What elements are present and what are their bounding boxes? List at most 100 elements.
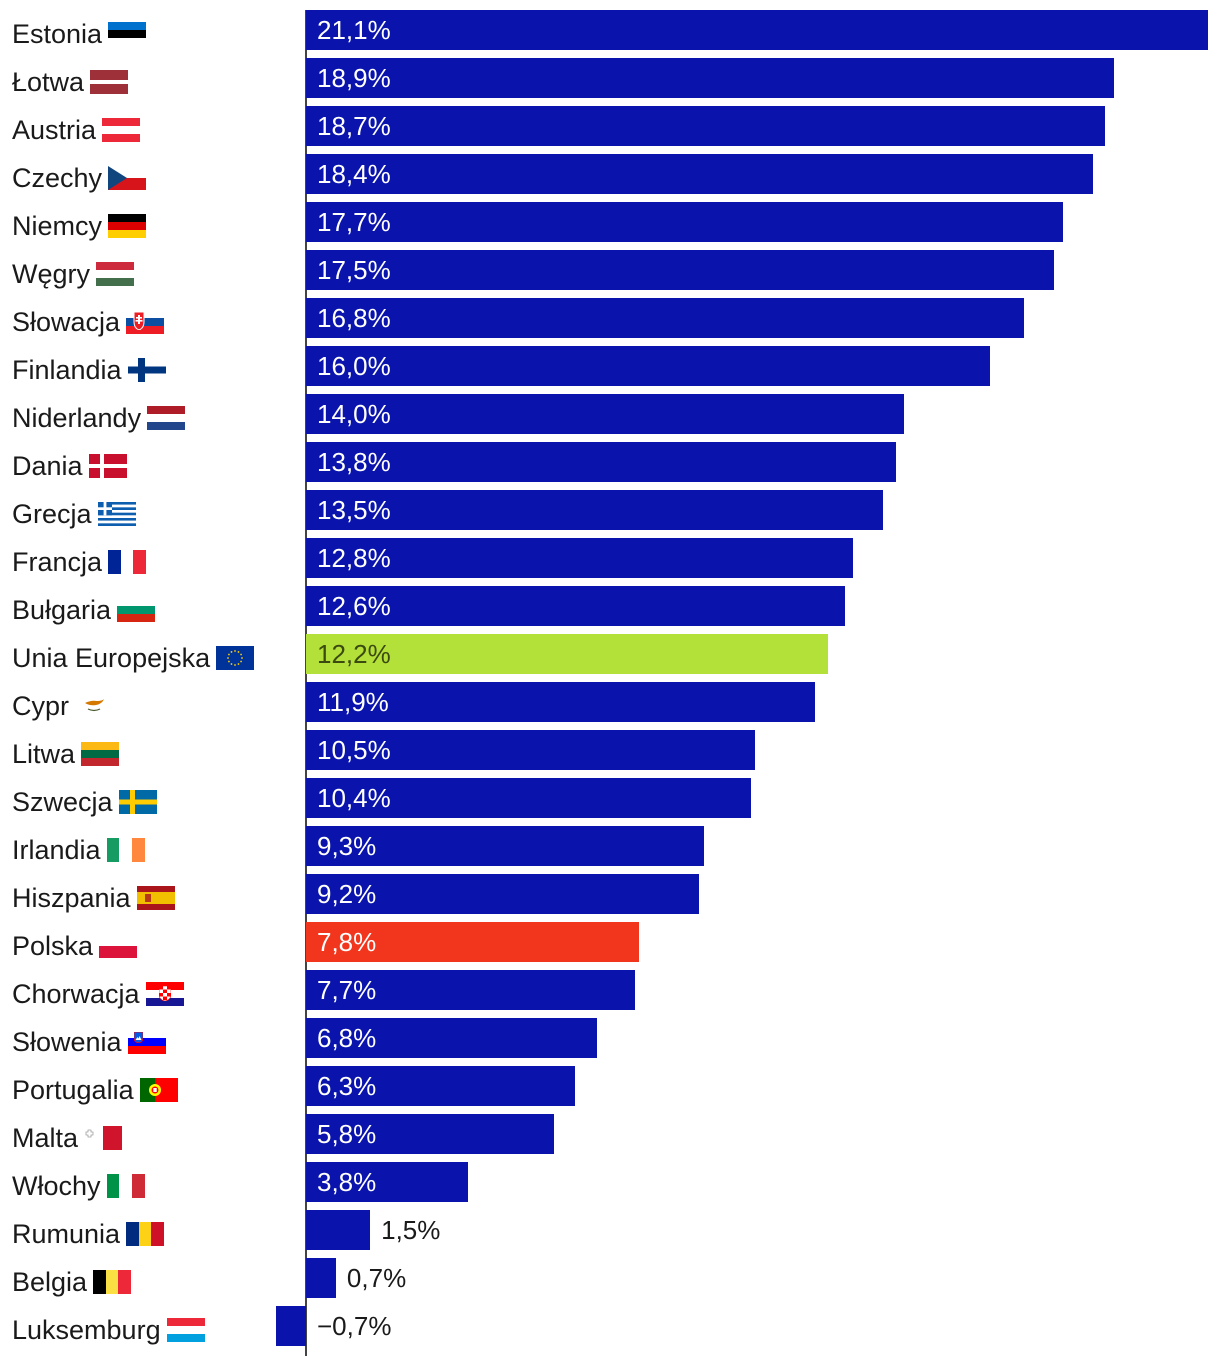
- category-label: Grecja: [12, 496, 136, 532]
- data-label: 12,8%: [317, 543, 391, 573]
- country-name: Słowenia: [12, 1026, 122, 1057]
- chart-row: Słowenia 6,8%: [0, 1018, 1220, 1066]
- bar: [306, 106, 1106, 146]
- data-label: 13,8%: [317, 447, 391, 477]
- data-label: 16,8%: [317, 303, 391, 333]
- chart-row: Węgry 17,5%: [0, 250, 1220, 298]
- category-label: Węgry: [12, 256, 135, 292]
- data-label: 9,2%: [317, 879, 377, 909]
- chart-row: Bułgaria 12,6%: [0, 586, 1220, 634]
- finland-flag-icon: [127, 358, 166, 382]
- country-name: Szwecja: [12, 786, 113, 817]
- chart-row: Polska 7,8%: [0, 922, 1220, 970]
- country-name: Luksemburg: [12, 1314, 161, 1345]
- data-label: 12,2%: [317, 639, 391, 669]
- poland-flag-icon: [99, 934, 138, 958]
- denmark-flag-icon: [88, 454, 127, 478]
- slovakia-flag-icon: [126, 310, 165, 334]
- category-label: Malta: [12, 1120, 123, 1156]
- chart-row: Czechy 18,4%: [0, 154, 1220, 202]
- category-label: Litwa: [12, 736, 120, 772]
- country-name: Hiszpania: [12, 882, 131, 913]
- category-label: Austria: [12, 112, 141, 148]
- category-label: Czechy: [12, 160, 147, 196]
- data-label: 16,0%: [317, 351, 391, 381]
- country-name: Niemcy: [12, 210, 103, 241]
- chart-row: Finlandia 16,0%: [0, 346, 1220, 394]
- chart-row: Włochy 3,8%: [0, 1162, 1220, 1210]
- country-name: Belgia: [12, 1266, 88, 1297]
- chart-row: Belgia 0,7%: [0, 1258, 1220, 1306]
- data-label: 5,8%: [317, 1119, 377, 1149]
- country-name: Cypr: [12, 690, 70, 721]
- category-label: Irlandia: [12, 832, 145, 868]
- country-name: Czechy: [12, 162, 103, 193]
- category-label: Włochy: [12, 1168, 145, 1204]
- category-label: Szwecja: [12, 784, 157, 820]
- country-name: Portugalia: [12, 1074, 134, 1105]
- category-label: Unia Europejska: [12, 640, 255, 676]
- bar: [306, 1210, 371, 1250]
- romania-flag-icon: [126, 1222, 165, 1246]
- chart-row: Hiszpania 9,2%: [0, 874, 1220, 922]
- netherlands-flag-icon: [147, 406, 186, 430]
- bar: [306, 1066, 576, 1106]
- chart-row: Łotwa 18,9%: [0, 58, 1220, 106]
- data-label: 12,6%: [317, 591, 391, 621]
- chart-row: Szwecja 10,4%: [0, 778, 1220, 826]
- country-name: Bułgaria: [12, 594, 112, 625]
- data-label: 17,5%: [317, 255, 391, 285]
- country-name: Grecja: [12, 498, 92, 529]
- ireland-flag-icon: [106, 838, 145, 862]
- chart-row: Irlandia 9,3%: [0, 826, 1220, 874]
- bar: [306, 58, 1114, 98]
- data-label: 14,0%: [317, 399, 391, 429]
- data-label: 10,4%: [317, 783, 391, 813]
- category-label: Dania: [12, 448, 127, 484]
- category-label: Hiszpania: [12, 880, 175, 916]
- bar: [276, 1306, 306, 1346]
- country-name: Chorwacja: [12, 978, 140, 1009]
- country-name: Malta: [12, 1122, 79, 1153]
- country-name: Włochy: [12, 1170, 101, 1201]
- malta-flag-icon: [84, 1126, 123, 1150]
- bar: [306, 442, 896, 482]
- estonia-flag-icon: [108, 22, 147, 46]
- bar: [306, 922, 640, 962]
- germany-flag-icon: [108, 214, 147, 238]
- country-name: Francja: [12, 546, 103, 577]
- bar: [306, 202, 1063, 242]
- chart-row: Austria 18,7%: [0, 106, 1220, 154]
- croatia-flag-icon: [145, 982, 184, 1006]
- data-label: 7,7%: [317, 975, 377, 1005]
- sweden-flag-icon: [118, 790, 157, 814]
- portugal-flag-icon: [139, 1078, 178, 1102]
- category-label: Estonia: [12, 16, 147, 52]
- category-label: Niemcy: [12, 208, 147, 244]
- czechia-flag-icon: [108, 166, 147, 190]
- chart-row: Słowacja 16,8%: [0, 298, 1220, 346]
- bar: [306, 298, 1025, 338]
- spain-flag-icon: [136, 886, 175, 910]
- country-name: Irlandia: [12, 834, 101, 865]
- country-name: Estonia: [12, 18, 103, 49]
- chart-row: Niemcy 17,7%: [0, 202, 1220, 250]
- bar: [306, 682, 815, 722]
- country-name: Dania: [12, 450, 83, 481]
- italy-flag-icon: [106, 1174, 145, 1198]
- data-label: 18,9%: [317, 63, 391, 93]
- chart-row: Unia Europejska 12,2%: [0, 634, 1220, 682]
- bar: [306, 1258, 336, 1298]
- category-label: Polska: [12, 928, 138, 964]
- category-label: Niderlandy: [12, 400, 186, 436]
- chart-row: Portugalia 6,3%: [0, 1066, 1220, 1114]
- eu-flag-icon: [216, 646, 255, 670]
- data-label: 21,1%: [317, 15, 391, 45]
- category-label: Portugalia: [12, 1072, 178, 1108]
- country-name: Niderlandy: [12, 402, 142, 433]
- bar: [306, 1018, 597, 1058]
- chart-row: Niderlandy 14,0%: [0, 394, 1220, 442]
- country-name: Łotwa: [12, 66, 85, 97]
- chart-row: Rumunia 1,5%: [0, 1210, 1220, 1258]
